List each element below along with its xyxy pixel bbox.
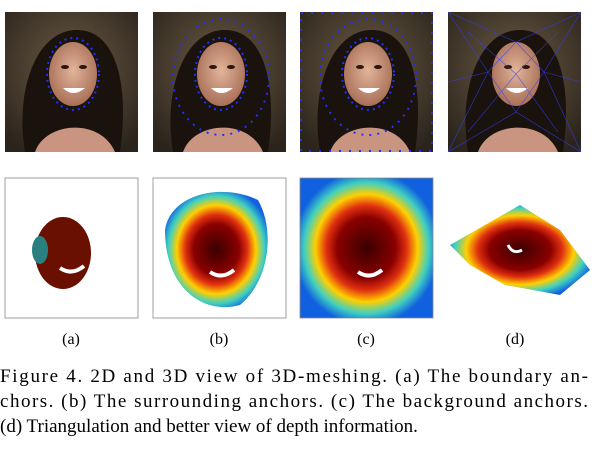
subfigure-label: (b) [210, 331, 229, 348]
bottom-row [4, 177, 590, 319]
subfigure-label: (c) [357, 331, 375, 348]
caption-line: (d) Triangulation and better view of dep… [0, 416, 418, 437]
subfigure-label: (d) [506, 331, 525, 348]
top-row [5, 11, 582, 153]
caption-line: Figure 4. 2D and 3D view of 3D-meshing. … [0, 366, 588, 387]
caption-line: chors. (b) The surrounding anchors. (c) … [0, 391, 588, 412]
subfigure-label: (a) [62, 331, 80, 348]
